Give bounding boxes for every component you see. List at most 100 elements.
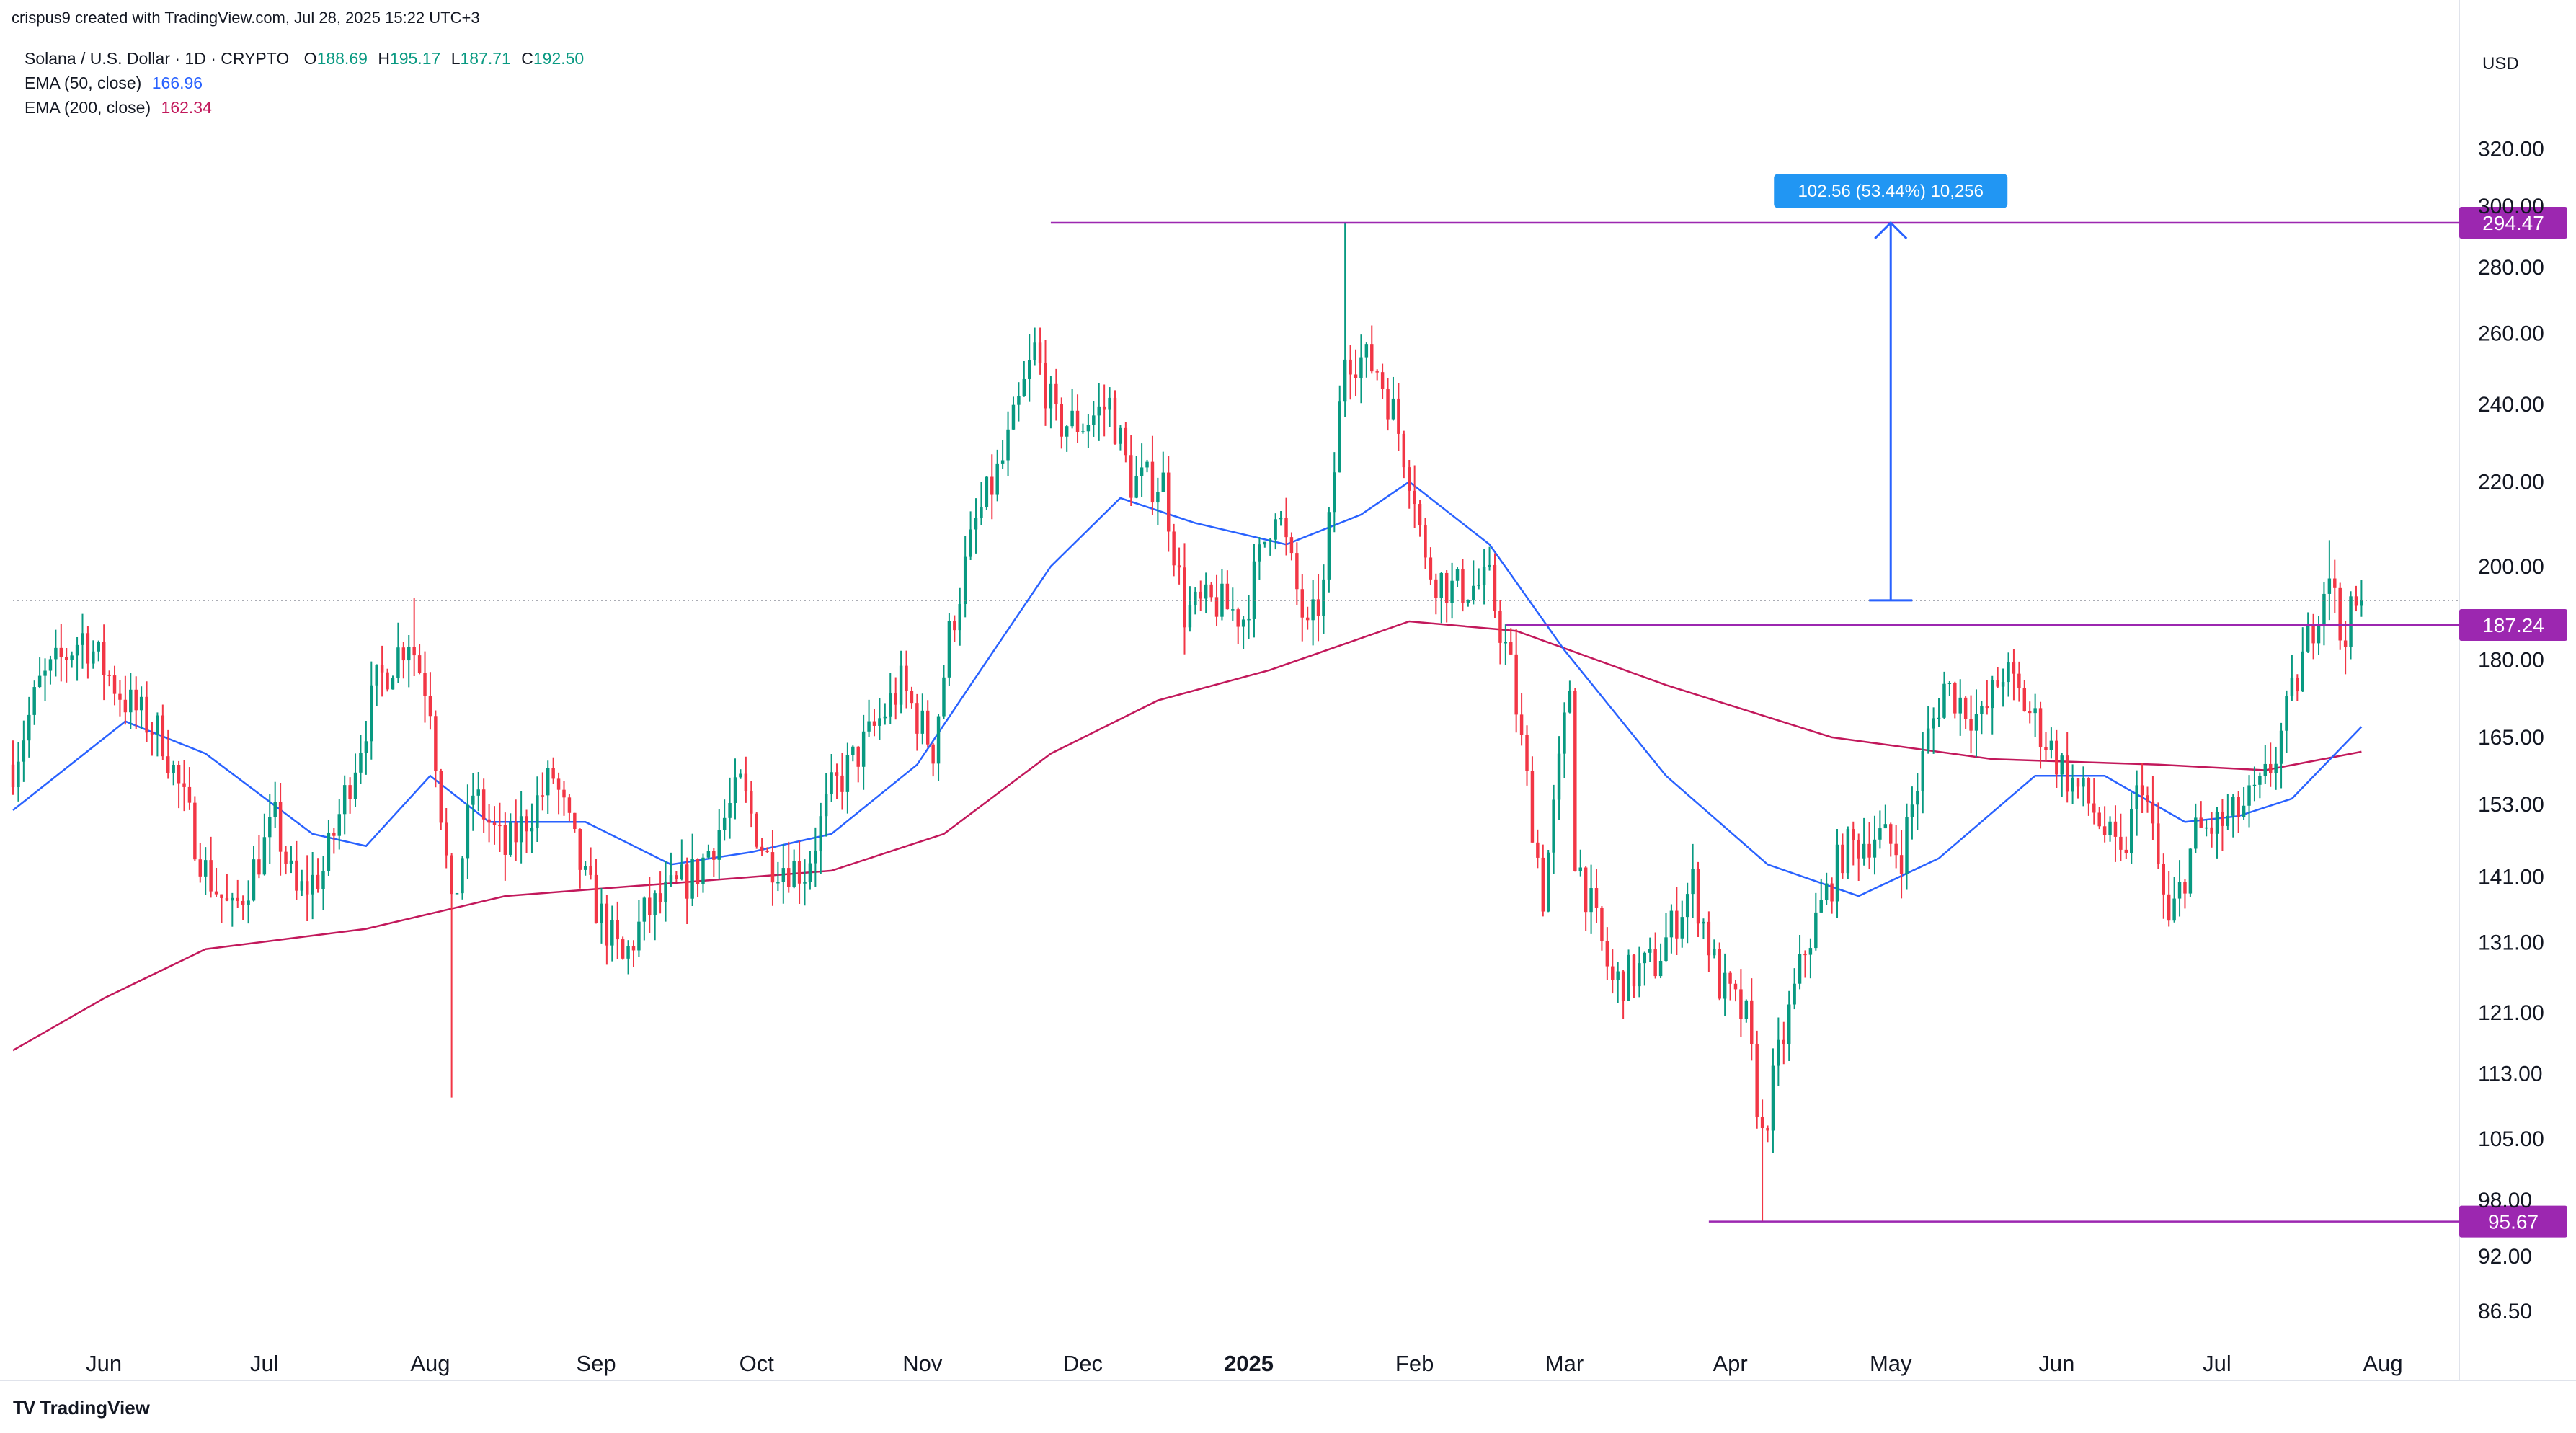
time-tick-label: Dec bbox=[1063, 1351, 1103, 1376]
candle-down bbox=[412, 647, 416, 656]
time-tick-label: Jul bbox=[250, 1351, 279, 1376]
candle-down bbox=[872, 721, 876, 726]
candle-up bbox=[1546, 852, 1550, 912]
candle-down bbox=[2237, 797, 2240, 817]
candle-down bbox=[1044, 363, 1047, 409]
candle-up bbox=[1873, 839, 1877, 858]
candle-up bbox=[653, 893, 657, 915]
candle-down bbox=[64, 657, 68, 660]
candle-down bbox=[797, 861, 801, 884]
candle-down bbox=[573, 812, 577, 830]
candle-down bbox=[1600, 908, 1604, 941]
candle-down bbox=[712, 851, 716, 860]
ema50-line bbox=[12, 480, 2363, 897]
candle-up bbox=[1777, 1039, 1780, 1066]
candle-up bbox=[728, 803, 732, 818]
candle-up bbox=[139, 696, 143, 711]
candle-up bbox=[1092, 415, 1096, 425]
candle-down bbox=[1760, 1117, 1764, 1129]
candle-down bbox=[423, 673, 427, 696]
candle-down bbox=[525, 816, 528, 832]
candle-down bbox=[856, 746, 860, 767]
candle-up bbox=[2306, 625, 2310, 652]
ema50-legend[interactable]: EMA (50, close) 166.96 bbox=[25, 74, 203, 93]
candle-up bbox=[32, 687, 36, 715]
candle-up bbox=[1033, 342, 1036, 360]
candle-down bbox=[621, 939, 625, 959]
candle-down bbox=[1675, 910, 1679, 939]
candle-down bbox=[2296, 677, 2299, 692]
candle-down bbox=[1830, 883, 1834, 902]
candle-up bbox=[1022, 378, 1026, 396]
price-tick-label: 200.00 bbox=[2478, 555, 2544, 579]
tradingview-brand[interactable]: TV TradingView bbox=[13, 1397, 150, 1419]
candle-down bbox=[1209, 584, 1213, 598]
candle-up bbox=[1220, 583, 1224, 617]
candle-down bbox=[2167, 894, 2171, 921]
currency-label: USD bbox=[2482, 54, 2519, 74]
candle-down bbox=[434, 716, 438, 771]
candle-down bbox=[696, 859, 700, 884]
price-tick-label: 220.00 bbox=[2478, 470, 2544, 494]
measure-arrow-icon bbox=[1874, 221, 1908, 240]
candle-down bbox=[1755, 1044, 1759, 1117]
candle-down bbox=[332, 832, 336, 836]
candle-up bbox=[546, 768, 550, 796]
candle-up bbox=[2242, 805, 2246, 817]
candle-down bbox=[1594, 888, 1599, 908]
time-tick-label: Jun bbox=[86, 1351, 122, 1376]
candle-up bbox=[974, 518, 978, 530]
candle-up bbox=[231, 897, 234, 901]
candle-down bbox=[835, 772, 839, 776]
candle-up bbox=[2252, 784, 2257, 786]
candle-down bbox=[401, 647, 406, 661]
candle-up bbox=[1081, 431, 1085, 432]
candle-down bbox=[1519, 714, 1524, 735]
candle-down bbox=[2065, 755, 2069, 792]
price-tick-label: 280.00 bbox=[2478, 256, 2544, 280]
candle-up bbox=[2215, 812, 2219, 834]
candle-up bbox=[252, 859, 256, 901]
level-tag bbox=[2459, 1205, 2567, 1238]
candle-up bbox=[739, 773, 742, 778]
candle-down bbox=[225, 897, 229, 901]
candle-up bbox=[2322, 593, 2326, 626]
candle-down bbox=[631, 946, 636, 951]
candle-up bbox=[867, 721, 871, 732]
candle-up bbox=[1974, 714, 1978, 731]
candle-up bbox=[2033, 708, 2037, 714]
candle-down bbox=[744, 773, 748, 791]
candle-up bbox=[1824, 883, 1829, 900]
candle-up bbox=[1119, 427, 1122, 444]
candle-down bbox=[214, 891, 218, 895]
measure-tag-label: 102.56 (53.44%) 10,256 bbox=[1798, 182, 1984, 201]
candle-up bbox=[1065, 426, 1069, 437]
candle-up bbox=[407, 647, 411, 661]
candle-down bbox=[1166, 472, 1171, 532]
candle-up bbox=[1247, 618, 1251, 621]
price-tick-label: 121.00 bbox=[2478, 1001, 2544, 1025]
candle-down bbox=[1894, 843, 1898, 856]
candle-up bbox=[1231, 609, 1235, 611]
candle-up bbox=[680, 864, 684, 879]
candle-down bbox=[1124, 427, 1128, 456]
candle-down bbox=[1289, 537, 1294, 554]
candle-up bbox=[1049, 383, 1053, 409]
time-tick-label: Jul bbox=[2203, 1351, 2231, 1376]
time-tick-label: Nov bbox=[902, 1351, 943, 1376]
candle-up bbox=[17, 761, 20, 788]
candle-up bbox=[1932, 718, 1935, 729]
candle-up bbox=[1161, 472, 1165, 492]
tradingview-name: TradingView bbox=[40, 1397, 150, 1419]
candle-down bbox=[1413, 490, 1416, 505]
candle-down bbox=[1707, 921, 1711, 956]
candle-up bbox=[1017, 396, 1021, 405]
candle-down bbox=[770, 852, 775, 883]
ema200-legend[interactable]: EMA (200, close) 162.34 bbox=[25, 98, 212, 117]
candle-up bbox=[2247, 785, 2251, 806]
candle-down bbox=[760, 846, 764, 851]
candle-down bbox=[1424, 525, 1427, 558]
candle-up bbox=[300, 881, 304, 891]
candle-down bbox=[905, 665, 908, 691]
